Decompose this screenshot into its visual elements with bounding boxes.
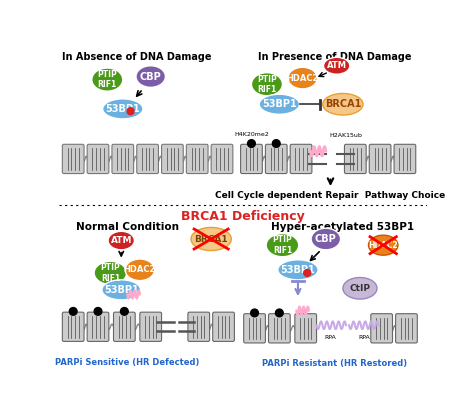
Ellipse shape: [125, 259, 155, 281]
Ellipse shape: [251, 72, 283, 96]
Text: HDAC2: HDAC2: [368, 241, 398, 250]
Text: CtIP: CtIP: [349, 284, 371, 293]
Text: PARPi Sensitive (HR Defected): PARPi Sensitive (HR Defected): [55, 358, 200, 366]
Text: 53BP1: 53BP1: [104, 285, 138, 295]
Text: HDAC2: HDAC2: [124, 265, 156, 274]
Circle shape: [247, 140, 255, 147]
FancyBboxPatch shape: [295, 314, 317, 343]
Text: Normal Condition: Normal Condition: [76, 222, 179, 232]
FancyBboxPatch shape: [63, 144, 84, 174]
Text: ATM: ATM: [110, 236, 132, 245]
Text: PTIP
RIF1: PTIP RIF1: [100, 263, 120, 282]
FancyBboxPatch shape: [394, 144, 416, 174]
Text: ATM: ATM: [327, 61, 346, 70]
FancyBboxPatch shape: [369, 144, 391, 174]
Circle shape: [251, 309, 258, 317]
Text: 53BP1: 53BP1: [262, 99, 297, 109]
Ellipse shape: [311, 228, 341, 250]
Text: HDAC2: HDAC2: [286, 74, 319, 83]
FancyBboxPatch shape: [211, 144, 233, 174]
FancyBboxPatch shape: [186, 144, 208, 174]
Circle shape: [275, 309, 283, 317]
Ellipse shape: [92, 68, 123, 91]
Text: H2AK15ub: H2AK15ub: [329, 134, 362, 138]
Text: In Presence of DNA Damage: In Presence of DNA Damage: [258, 52, 411, 62]
Text: PTIP
RIF1: PTIP RIF1: [257, 74, 277, 94]
Circle shape: [69, 308, 77, 315]
FancyBboxPatch shape: [188, 312, 210, 342]
Text: RPA: RPA: [325, 335, 337, 340]
Text: RPA: RPA: [358, 335, 370, 340]
FancyBboxPatch shape: [162, 144, 183, 174]
FancyBboxPatch shape: [63, 312, 84, 342]
FancyBboxPatch shape: [213, 312, 235, 342]
Circle shape: [273, 140, 280, 147]
Ellipse shape: [324, 57, 350, 74]
Ellipse shape: [278, 260, 318, 280]
Ellipse shape: [191, 227, 231, 251]
Ellipse shape: [323, 93, 363, 115]
FancyBboxPatch shape: [244, 314, 265, 343]
Circle shape: [127, 108, 134, 115]
Ellipse shape: [368, 235, 398, 255]
Ellipse shape: [102, 280, 141, 300]
Ellipse shape: [103, 99, 143, 119]
Text: Cell Cycle dependent Repair  Pathway Choice: Cell Cycle dependent Repair Pathway Choi…: [215, 191, 446, 199]
Ellipse shape: [259, 94, 300, 114]
Ellipse shape: [136, 66, 165, 87]
FancyBboxPatch shape: [396, 314, 417, 343]
Text: 53BP1: 53BP1: [105, 104, 140, 114]
FancyBboxPatch shape: [265, 144, 287, 174]
Text: CBP: CBP: [315, 234, 337, 244]
Text: PTIP
RIF1: PTIP RIF1: [98, 70, 117, 89]
Text: BRCA1 Deficiency: BRCA1 Deficiency: [181, 210, 305, 223]
Circle shape: [304, 269, 311, 276]
Ellipse shape: [343, 277, 377, 299]
Text: Hyper-acetylated 53BP1: Hyper-acetylated 53BP1: [271, 222, 414, 232]
FancyBboxPatch shape: [87, 144, 109, 174]
FancyBboxPatch shape: [268, 314, 290, 343]
FancyBboxPatch shape: [87, 312, 109, 342]
Ellipse shape: [288, 67, 317, 89]
Text: BRCA1: BRCA1: [194, 234, 228, 243]
Circle shape: [94, 308, 102, 315]
Text: CBP: CBP: [140, 72, 162, 82]
Text: H4K20me2: H4K20me2: [234, 132, 269, 137]
FancyBboxPatch shape: [241, 144, 262, 174]
FancyBboxPatch shape: [113, 312, 135, 342]
FancyBboxPatch shape: [137, 144, 158, 174]
FancyBboxPatch shape: [112, 144, 134, 174]
Text: BRCA1: BRCA1: [325, 99, 361, 109]
FancyBboxPatch shape: [290, 144, 312, 174]
Ellipse shape: [94, 261, 127, 284]
Ellipse shape: [266, 234, 299, 257]
Text: In Absence of DNA Damage: In Absence of DNA Damage: [62, 52, 211, 62]
Text: PTIP
RIF1: PTIP RIF1: [273, 236, 292, 255]
Ellipse shape: [108, 231, 135, 250]
FancyBboxPatch shape: [345, 144, 366, 174]
Text: PARPi Resistant (HR Restored): PARPi Resistant (HR Restored): [262, 359, 407, 368]
FancyBboxPatch shape: [140, 312, 162, 342]
Circle shape: [120, 308, 128, 315]
FancyBboxPatch shape: [371, 314, 392, 343]
Text: 53BP1: 53BP1: [281, 265, 315, 275]
